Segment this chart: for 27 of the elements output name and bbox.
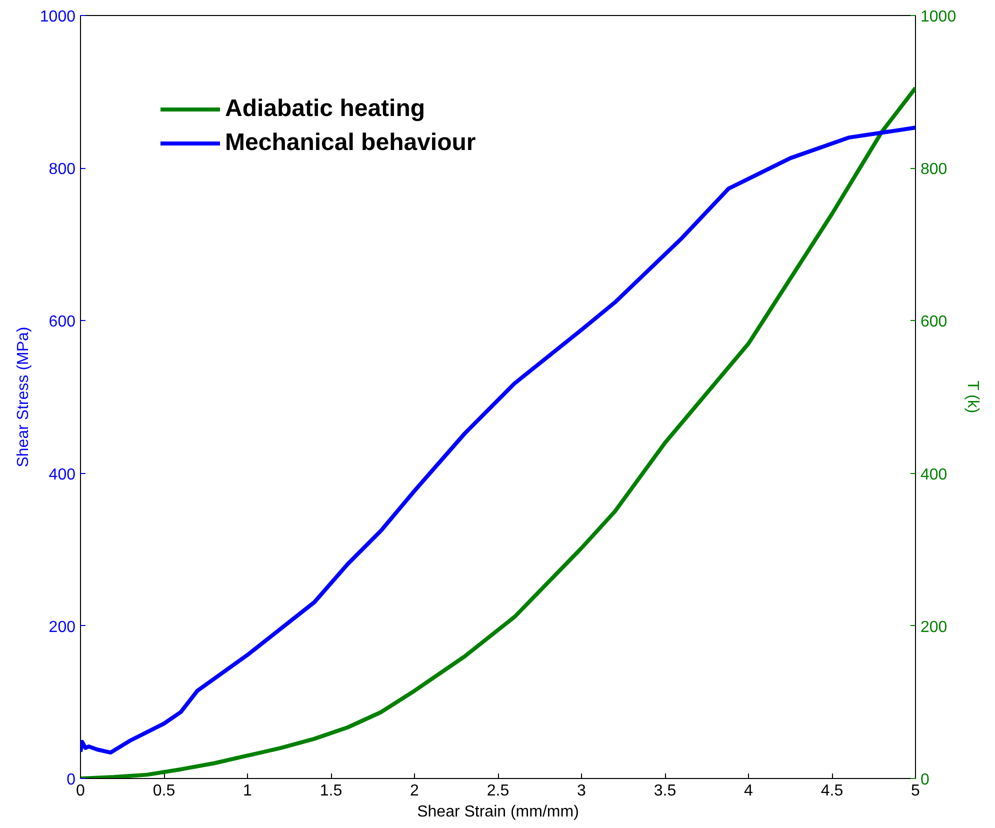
- legend-label: Adiabatic heating: [225, 95, 426, 123]
- y2-tick-label: 1000: [920, 8, 956, 26]
- y2-tick-label: 0: [920, 772, 930, 788]
- y-tick-label: 200: [48, 618, 76, 636]
- x-tick-label: 3: [577, 782, 586, 800]
- x-tick-label: 1: [243, 782, 252, 800]
- y-axis-title: Shear Stress (MPa): [14, 326, 32, 468]
- x-tick-label: 2: [410, 782, 420, 800]
- y-tick-label: 0: [66, 772, 76, 788]
- x-tick-label: 4.5: [820, 782, 844, 800]
- legend-label: Mechanical behaviour: [225, 129, 476, 157]
- x-tick-label: 1.5: [320, 782, 342, 800]
- x-tick-label: 4: [744, 782, 754, 800]
- y-tick-label: 600: [48, 314, 76, 331]
- y2-axis-title: T (k): [964, 380, 982, 414]
- x-tick-label: 2.5: [486, 782, 510, 800]
- y-tick-label: 800: [48, 161, 76, 178]
- y2-tick-label: 800: [920, 161, 948, 178]
- y2-tick-label: 600: [920, 314, 948, 331]
- y-tick-label: 400: [48, 466, 76, 484]
- x-tick-label: 3.5: [654, 782, 676, 800]
- y-tick-label: 1000: [40, 8, 76, 26]
- y2-tick-label: 400: [920, 466, 948, 484]
- x-tick-label: 5: [911, 782, 920, 800]
- x-axis-title: Shear Strain (mm/mm): [417, 804, 579, 820]
- x-tick-label: 0.5: [152, 782, 176, 800]
- y2-tick-label: 200: [920, 618, 948, 636]
